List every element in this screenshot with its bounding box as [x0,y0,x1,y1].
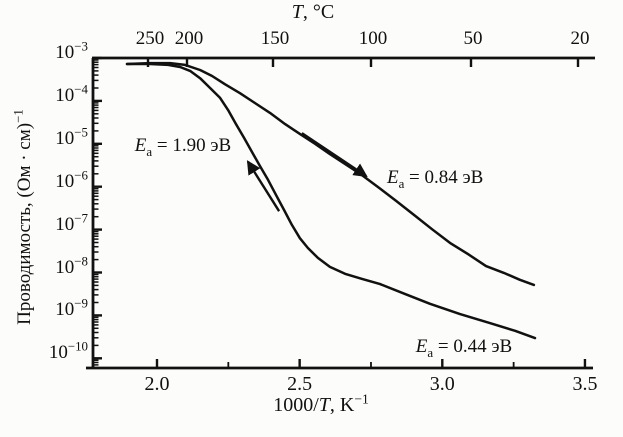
x-axis-minor-ticks [227,362,515,368]
annotation-ea-084: Ea = 0.84 эВ [386,167,484,191]
curve-upper-branch [125,61,536,287]
top-tick-label-150: 150 [260,28,290,49]
x-tick-label-3.5: 3.5 [572,373,598,395]
top-tick-label-100: 100 [358,28,388,49]
arrow-up-left [246,160,281,212]
x-axis-major-ticks [155,359,587,368]
x-axis-label-prefix: 1000/ [273,394,319,416]
y-tick-label-1e-10: 10−10 [48,338,88,364]
y-axis-major-ticks [93,56,102,360]
x-axis-label-exponent: −1 [354,391,369,407]
top-tick-label-200: 200 [174,28,204,49]
top-tick-label-250: 250 [135,28,165,49]
y-tick-label-1e-7: 10−7 [55,210,88,235]
top-tick-label-20: 20 [570,28,590,49]
x-tick-label-3: 3.0 [429,373,455,395]
x-axis-label: 1000/T, K−1 [273,391,369,417]
top-axis-title-unit: , °C [302,1,335,23]
y-tick-label-1e-4: 10−4 [55,81,88,106]
y-axis-minor-ticks [93,59,99,366]
annotation-ea-044: Ea = 0.44 эВ [415,336,513,360]
y-axis-label-exponent: −1 [10,109,26,123]
y-tick-label-1e-9: 10−9 [55,296,88,321]
arrow-down-right [301,132,368,178]
y-tick-label-1e-3: 10−3 [55,38,88,63]
top-axis-title: T, °C [292,1,334,24]
y-tick-label-1e-5: 10−5 [55,124,88,149]
y-tick-label-1e-8: 10−8 [55,253,88,278]
curve-lower-branch [125,62,537,340]
annotation-ea-190: Ea = 1.90 эВ [134,134,232,159]
top-tick-label-50: 50 [463,28,483,49]
top-axis-title-symbol: T [291,1,303,23]
x-axis-label-symbol: T [318,394,330,416]
x-axis-label-unit: , K [329,394,355,416]
y-tick-label-1e-6: 10−6 [55,167,88,192]
x-tick-label-2: 2.0 [144,373,170,395]
plot-frame [86,56,595,370]
x-tick-label-2.5: 2.5 [287,373,313,395]
